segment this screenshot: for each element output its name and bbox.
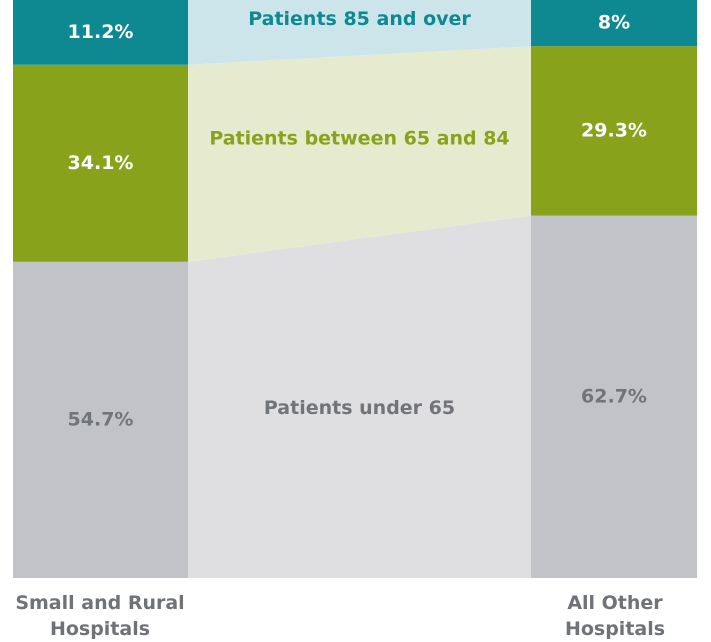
bar bbox=[13, 261, 188, 578]
value-label: 54.7% bbox=[68, 408, 134, 430]
bar bbox=[531, 0, 697, 47]
band bbox=[188, 215, 531, 578]
value-label: 8% bbox=[598, 12, 630, 34]
band bbox=[188, 46, 531, 262]
bar bbox=[13, 64, 188, 262]
bar bbox=[531, 215, 697, 578]
value-label: 34.1% bbox=[68, 152, 134, 174]
series-label: Patients between 65 and 84 bbox=[209, 128, 509, 150]
category-label: All Other Hospitals bbox=[564, 592, 666, 640]
value-label: 62.7% bbox=[581, 385, 647, 407]
value-label: 11.2% bbox=[68, 21, 134, 43]
bar bbox=[531, 46, 697, 216]
value-label: 29.3% bbox=[581, 119, 647, 141]
band bbox=[188, 0, 531, 65]
chart: Patients under 65 Patients between 65 and… bbox=[13, 0, 697, 578]
bar bbox=[13, 0, 188, 65]
series-label: Patients under 65 bbox=[264, 397, 455, 419]
category-label: Small and Rural Hospitals bbox=[15, 592, 185, 640]
series-label: Patients 85 and over bbox=[248, 8, 471, 30]
